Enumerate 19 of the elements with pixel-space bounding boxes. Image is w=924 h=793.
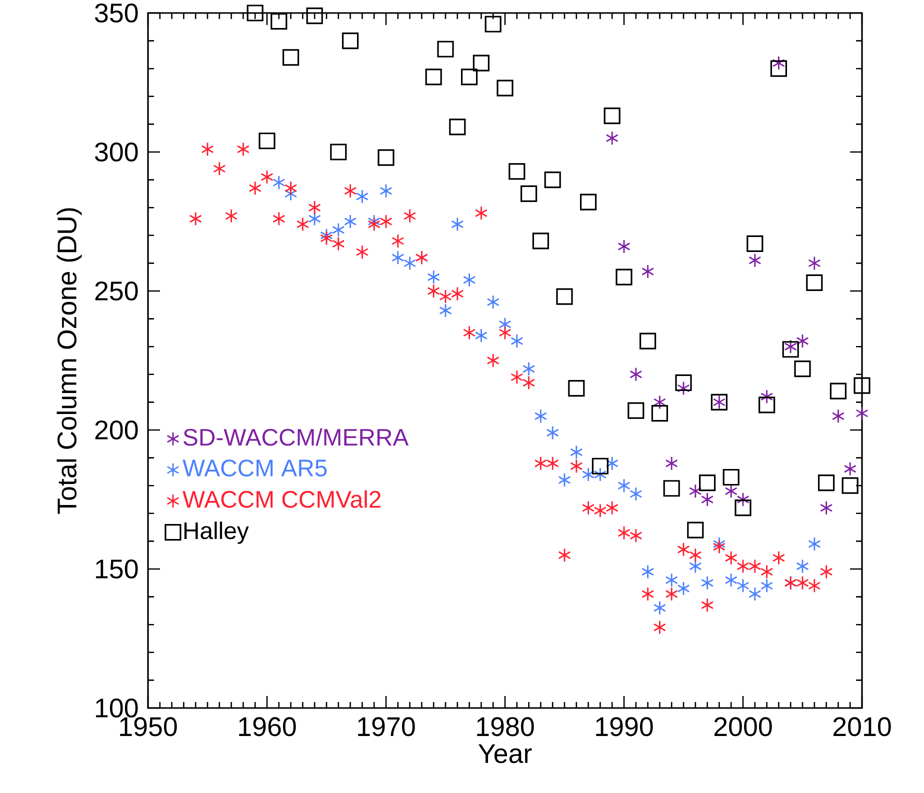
y-tick-label: 150 — [96, 559, 138, 579]
x-tick-label: 1960 — [239, 717, 296, 736]
y-tick-label: 100 — [96, 698, 138, 718]
y-tick-label: 350 — [94, 3, 138, 23]
legend-label: Halley — [184, 522, 249, 544]
y-tick-label: 200 — [95, 420, 138, 440]
legend-label: WACCM AR5 — [182, 460, 327, 476]
y-tick-label: 250 — [95, 281, 138, 301]
x-tick-label: 2000 — [714, 717, 772, 736]
x-axis-title: Year — [478, 744, 532, 764]
x-tick-label: 1990 — [596, 717, 653, 736]
y-axis-title: Total Column Ozone (DU) — [56, 208, 82, 514]
x-tick-label: 1950 — [120, 717, 177, 736]
x-tick-label: 1970 — [358, 717, 415, 736]
legend-label: WACCM CCMVal2 — [182, 490, 381, 508]
legend-label: SD-WACCM/MERRA — [184, 428, 409, 446]
x-tick-label: 1980 — [477, 717, 534, 736]
y-tick-label: 300 — [94, 142, 138, 162]
x-tick-label: 2010 — [833, 717, 891, 736]
